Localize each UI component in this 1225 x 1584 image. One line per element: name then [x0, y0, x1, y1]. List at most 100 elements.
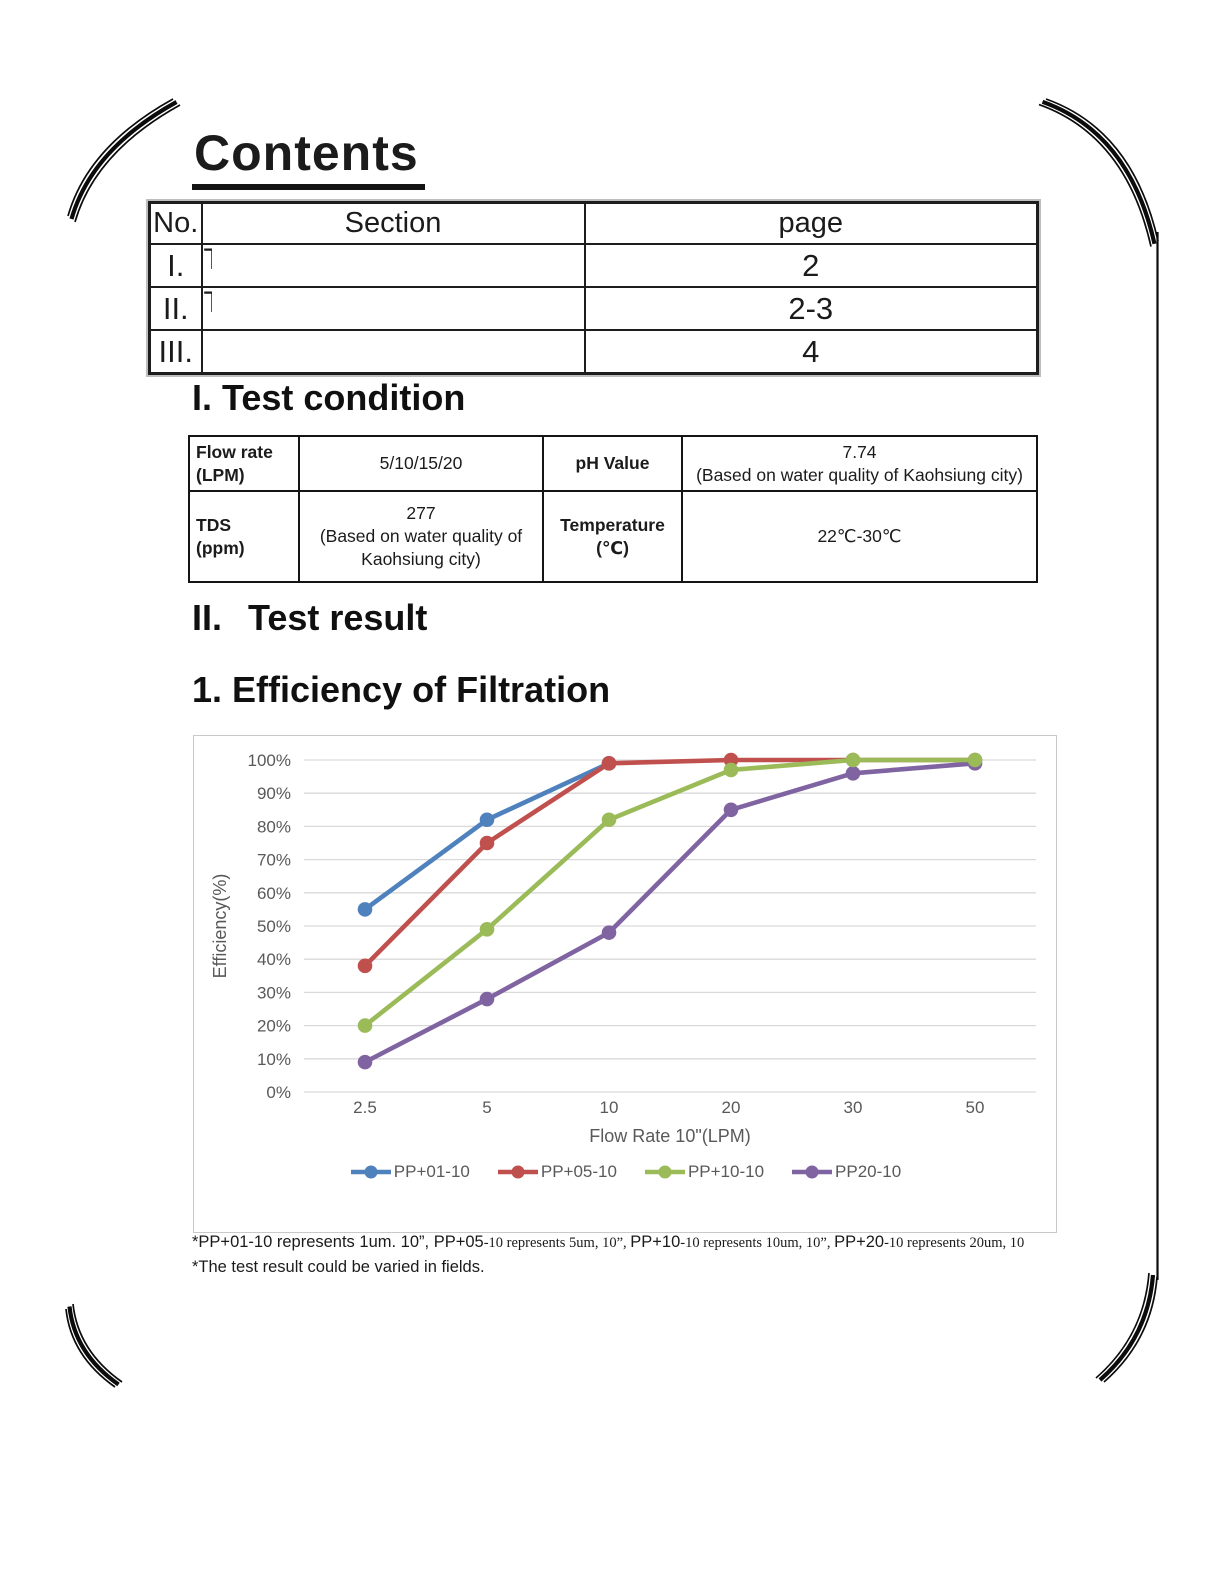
series-PP20-10 — [357, 756, 983, 1070]
legend-marker-icon — [497, 1165, 538, 1179]
efficiency-chart-svg: 0%10%20%30%40%50%60%70%80%90%100%2.5 5 10 2… — [210, 751, 1036, 1146]
footnote-line1: *PP+01-10 represents 1um. 10”, PP+05-10 … — [192, 1233, 1158, 1259]
data-point — [357, 958, 373, 974]
row-section: T — [200, 286, 586, 331]
row-section: T — [200, 243, 586, 288]
legend-marker-icon — [350, 1165, 391, 1179]
clipped-text-remnant: T — [204, 289, 212, 312]
y-tick-label: 40% — [257, 950, 291, 969]
ph-value: 7.74 (Based on water quality of Kaohsiun… — [681, 435, 1038, 492]
clipped-text-remnant — [204, 332, 212, 355]
table-row: TDS (ppm) 277 (Based on water quality of… — [188, 490, 1038, 583]
chart-legend: PP+01-10 PP+05-10 PP+10-10 PP20-10 — [194, 1162, 1056, 1182]
heading-test-result-text: Test result — [248, 597, 428, 638]
contents-header-row: No. Section page — [148, 201, 1039, 245]
footnote-segment: PP+10 — [630, 1233, 681, 1251]
chart-y-tick-labels: 0% 10% 20% 30% 40% 50% 60% 70% 80% 90% 100% — [248, 751, 291, 1102]
chart-x-tick-labels: 2.5 5 10 20 30 50 — [353, 1098, 984, 1117]
legend-item-PP+05-10: PP+05-10 — [496, 1162, 617, 1182]
x-tick-label: 50 — [966, 1098, 985, 1117]
data-point — [357, 1018, 373, 1033]
legend-label: PP20-10 — [835, 1162, 902, 1181]
y-tick-label: 70% — [257, 851, 291, 870]
row-page: 4 — [583, 329, 1039, 375]
data-point — [357, 1054, 373, 1070]
table-row: I. T 2 — [148, 243, 1039, 288]
footnote-segment: PP+20 — [834, 1233, 885, 1251]
legend-marker-icon — [792, 1165, 833, 1179]
data-point — [723, 802, 739, 818]
row-page: 2-3 — [583, 286, 1039, 331]
data-point — [479, 991, 495, 1007]
efficiency-chart: 0% 10% 20% 30% 40% 50% 60% 70% 80% 90% 100% 2.5 5 10 2… — [193, 735, 1057, 1233]
x-tick-label: 5 — [482, 1098, 491, 1117]
legend-marker-icon — [644, 1165, 685, 1179]
col-header-page: page — [583, 201, 1039, 245]
table-row: Flow rate (LPM) 5/10/15/20 pH Value 7.74… — [188, 435, 1038, 492]
row-no: II. — [148, 286, 203, 331]
clipped-text-remnant: T — [204, 246, 212, 269]
heading-test-condition: I. Test condition — [192, 377, 466, 418]
temperature-value: 22℃-30℃ — [681, 490, 1038, 583]
row-no: III. — [148, 329, 203, 375]
footnote-segment: -10 represents 10um, 10”, — [680, 1235, 835, 1251]
data-point — [479, 835, 495, 851]
footnote-line2: *The test result could be varied in fiel… — [192, 1258, 485, 1276]
legend-label: PP+01-10 — [393, 1162, 470, 1181]
footnote-segment: PP+05 — [433, 1233, 484, 1251]
data-point — [723, 762, 739, 778]
heading-test-result: II. Test result — [192, 598, 427, 638]
data-point — [601, 756, 617, 771]
x-tick-label: 30 — [844, 1098, 863, 1117]
ph-label: pH Value — [542, 435, 683, 492]
y-axis-title: Efficiency(%) — [210, 874, 230, 979]
corner-flourish-bottom-right-icon — [1095, 1272, 1158, 1383]
x-tick-label: 20 — [722, 1098, 741, 1117]
row-section — [200, 329, 586, 375]
y-tick-label: 50% — [257, 917, 291, 936]
data-point — [967, 752, 983, 768]
series-PP+10-10 — [357, 752, 983, 1033]
data-point — [357, 902, 373, 917]
flow-rate-label: Flow rate (LPM) — [188, 435, 300, 492]
row-page: 2 — [583, 243, 1039, 288]
chart-gridlines — [304, 759, 1036, 1093]
legend-item-PP+01-10: PP+01-10 — [349, 1162, 470, 1182]
x-axis-title: Flow Rate 10"(LPM) — [589, 1126, 750, 1146]
y-tick-label: 100% — [248, 751, 291, 770]
x-tick-label: 10 — [600, 1098, 619, 1117]
heading-test-result-number: II. — [192, 597, 223, 638]
data-point — [845, 765, 861, 781]
y-tick-label: 20% — [257, 1017, 291, 1036]
heading-efficiency-of-filtration: 1. Efficiency of Filtration — [192, 669, 611, 710]
corner-flourish-bottom-left-icon — [65, 1303, 123, 1388]
y-tick-label: 10% — [257, 1050, 291, 1069]
legend-item-PP+10-10: PP+10-10 — [643, 1162, 764, 1182]
temperature-label: Temperature (℃) — [542, 490, 683, 583]
col-header-no: No. — [148, 201, 203, 245]
data-point — [845, 752, 861, 768]
y-tick-label: 30% — [257, 983, 291, 1002]
x-tick-label: 2.5 — [353, 1098, 377, 1117]
y-tick-label: 0% — [266, 1083, 291, 1102]
footnote-segment: -10 represents 20um, 10 — [884, 1235, 1025, 1251]
y-tick-label: 60% — [257, 884, 291, 903]
legend-item-PP20-10: PP20-10 — [790, 1162, 901, 1182]
data-point — [479, 812, 495, 828]
contents-table: No. Section page I. T 2 II. T 2-3 III. 4 — [148, 201, 1039, 375]
tds-label: TDS (ppm) — [188, 490, 300, 583]
legend-label: PP+10-10 — [687, 1162, 765, 1181]
table-row: III. 4 — [148, 329, 1039, 375]
row-no: I. — [148, 243, 203, 288]
page-title: Contents — [192, 126, 425, 190]
corner-flourish-top-right-icon — [1038, 98, 1159, 247]
legend-label: PP+05-10 — [540, 1162, 617, 1181]
y-tick-label: 90% — [257, 784, 291, 803]
data-point — [479, 922, 495, 937]
y-tick-label: 80% — [257, 817, 291, 836]
data-point — [601, 812, 617, 828]
data-point — [601, 925, 617, 940]
flow-rate-value: 5/10/15/20 — [298, 435, 544, 492]
footnote-segment: -10 represents 5um, 10”, — [483, 1235, 631, 1251]
